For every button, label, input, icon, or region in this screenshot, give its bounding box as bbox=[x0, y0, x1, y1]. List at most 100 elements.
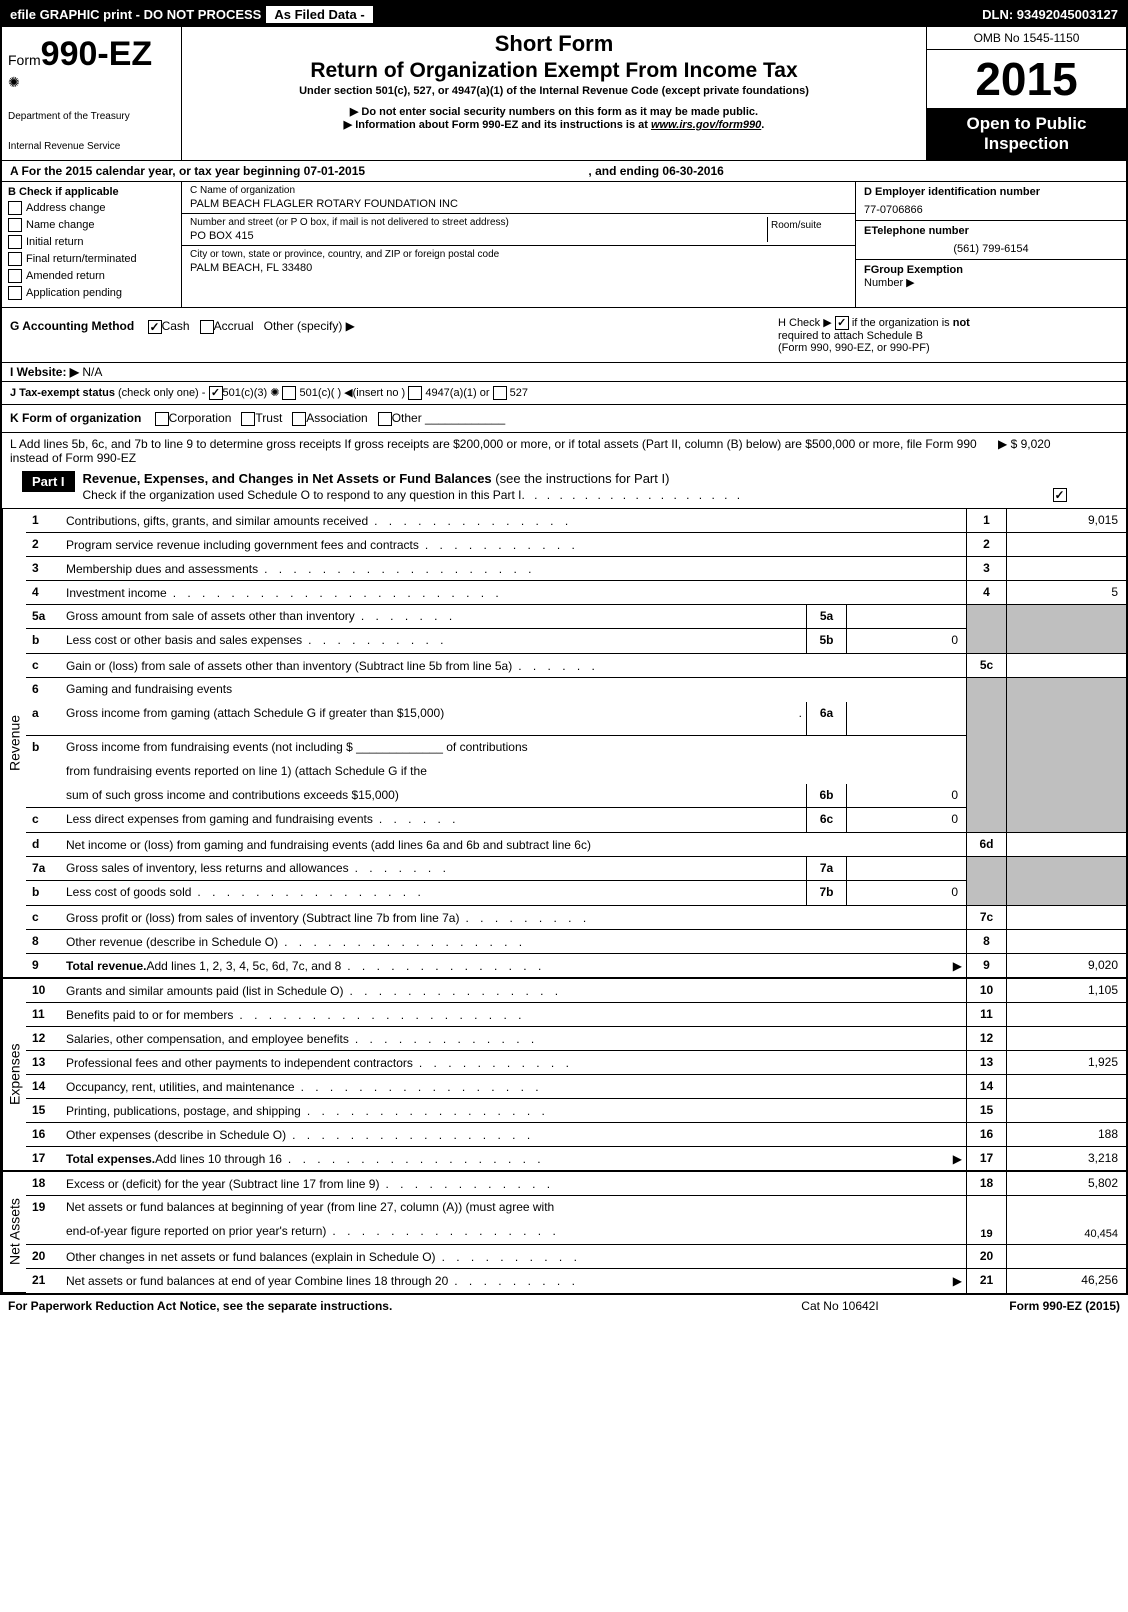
header-middle: Short Form Return of Organization Exempt… bbox=[182, 27, 926, 160]
info-link: ▶ Information about Form 990-EZ and its … bbox=[192, 118, 916, 131]
line-6: 6Gaming and fundraising events bbox=[26, 678, 966, 702]
line-l-text: L Add lines 5b, 6c, and 7b to line 9 to … bbox=[10, 437, 998, 465]
line-1: 1Contributions, gifts, grants, and simil… bbox=[26, 509, 1126, 533]
line-2: 2Program service revenue including gover… bbox=[26, 533, 1126, 557]
checkbox-other-icon[interactable] bbox=[378, 412, 392, 426]
info-url[interactable]: www.irs.gov/form990 bbox=[651, 119, 761, 131]
line-9: 9Total revenue. Add lines 1, 2, 3, 4, 5c… bbox=[26, 954, 1126, 978]
dln-number: DLN: 93492045003127 bbox=[982, 7, 1118, 22]
line-5-group: 5aGross amount from sale of assets other… bbox=[26, 605, 1126, 654]
opt-corporation: Corporation bbox=[169, 411, 232, 425]
line-8: 8Other revenue (describe in Schedule O).… bbox=[26, 930, 1126, 954]
phone-label: ETelephone number bbox=[864, 225, 1118, 237]
checkbox-icon bbox=[8, 201, 22, 215]
form-ref: Form 990-EZ (2015) bbox=[940, 1299, 1120, 1313]
org-name-label: C Name of organization bbox=[190, 185, 847, 196]
line-4: 4Investment income. . . . . . . . . . . … bbox=[26, 581, 1126, 605]
form-number: Form990-EZ bbox=[8, 35, 175, 74]
checkbox-4947-icon[interactable] bbox=[408, 386, 422, 400]
opt-other: Other bbox=[392, 411, 422, 425]
line-7a: 7aGross sales of inventory, less returns… bbox=[26, 857, 966, 881]
part-1-header: Part I Revenue, Expenses, and Changes in… bbox=[2, 469, 1126, 508]
short-form-title: Short Form bbox=[192, 31, 916, 57]
checkbox-corp-icon[interactable] bbox=[155, 412, 169, 426]
line-5b: bLess cost or other basis and sales expe… bbox=[26, 629, 966, 653]
line-7-group: 7aGross sales of inventory, less returns… bbox=[26, 857, 1126, 906]
as-filed-data: As Filed Data - bbox=[265, 5, 373, 24]
opt-4947: 4947(a)(1) or bbox=[425, 387, 489, 399]
checkbox-icon bbox=[8, 235, 22, 249]
opt-final-return[interactable]: Final return/terminated bbox=[8, 252, 175, 266]
line-6b-cont: from fundraising events reported on line… bbox=[26, 760, 966, 784]
opt-address-change[interactable]: Address change bbox=[8, 201, 175, 215]
opt-trust: Trust bbox=[255, 411, 282, 425]
open-to-public: Open to Public Inspection bbox=[927, 108, 1126, 160]
group-exemption-cell: FGroup Exemption Number ▶ bbox=[856, 260, 1126, 293]
line-17: 17Total expenses. Add lines 10 through 1… bbox=[26, 1147, 1126, 1171]
checkbox-icon bbox=[8, 218, 22, 232]
section-bcdef: B Check if applicable Address change Nam… bbox=[2, 182, 1126, 308]
checkbox-icon bbox=[8, 252, 22, 266]
expenses-section: Expenses 10Grants and similar amounts pa… bbox=[2, 978, 1126, 1171]
checkbox-501c3-icon[interactable] bbox=[209, 386, 223, 400]
opt-501c3: 501(c)(3) bbox=[223, 387, 268, 399]
checkbox-accrual-icon[interactable] bbox=[200, 320, 214, 334]
line-19-num: 19 bbox=[966, 1196, 1006, 1244]
line-l-amount: ▶ $ 9,020 bbox=[998, 437, 1118, 465]
checkbox-527-icon[interactable] bbox=[493, 386, 507, 400]
ein-label: D Employer identification number bbox=[864, 186, 1118, 198]
group-exemption-number: Number ▶ bbox=[864, 277, 915, 289]
line-6b: bGross income from fundraising events (n… bbox=[26, 736, 966, 760]
part-1-check: Check if the organization used Schedule … bbox=[75, 486, 1075, 506]
tax-year: 2015 bbox=[927, 50, 1126, 108]
opt-name-change[interactable]: Name change bbox=[8, 218, 175, 232]
opt-application-pending[interactable]: Application pending bbox=[8, 286, 175, 300]
phone-cell: ETelephone number (561) 799-6154 bbox=[856, 221, 1126, 260]
form-header: Form990-EZ ✺ Department of the Treasury … bbox=[2, 27, 1126, 161]
line-h-sched: required to attach Schedule B bbox=[778, 330, 923, 342]
checkbox-schedule-b-icon[interactable] bbox=[835, 316, 849, 330]
accounting-method-label: G Accounting Method bbox=[10, 319, 134, 333]
column-b: B Check if applicable Address change Nam… bbox=[2, 182, 182, 307]
opt-association: Association bbox=[306, 411, 367, 425]
col-b-header: B Check if applicable bbox=[8, 186, 175, 198]
checkbox-cash-icon[interactable] bbox=[148, 320, 162, 334]
city-label: City or town, state or province, country… bbox=[190, 249, 847, 260]
line-15: 15Printing, publications, postage, and s… bbox=[26, 1099, 1126, 1123]
line-12: 12Salaries, other compensation, and empl… bbox=[26, 1027, 1126, 1051]
info-prefix: ▶ Information about Form 990-EZ and its … bbox=[344, 119, 651, 131]
opt-amended-return[interactable]: Amended return bbox=[8, 269, 175, 283]
line-10: 10Grants and similar amounts paid (list … bbox=[26, 979, 1126, 1003]
column-d: D Employer identification number 77-0706… bbox=[856, 182, 1126, 307]
line-3: 3Membership dues and assessments. . . . … bbox=[26, 557, 1126, 581]
line-13: 13Professional fees and other payments t… bbox=[26, 1051, 1126, 1075]
address-value: PO BOX 415 bbox=[190, 230, 767, 242]
line-h-mid: if the organization is bbox=[852, 317, 953, 329]
line-h: H Check ▶ if the organization is not req… bbox=[778, 316, 1118, 354]
omb-number: OMB No 1545-1150 bbox=[927, 27, 1126, 50]
cash-label: Cash bbox=[162, 319, 190, 333]
checkbox-schedule-o-icon[interactable] bbox=[1053, 488, 1067, 502]
header-right: OMB No 1545-1150 2015 Open to Public Ins… bbox=[926, 27, 1126, 160]
efile-label: efile GRAPHIC print - DO NOT PROCESS bbox=[10, 7, 261, 22]
expenses-side-label: Expenses bbox=[2, 979, 26, 1171]
checkbox-trust-icon[interactable] bbox=[241, 412, 255, 426]
group-exemption-label: FGroup Exemption bbox=[864, 264, 963, 276]
opt-527: 527 bbox=[510, 387, 528, 399]
line-21: 21Net assets or fund balances at end of … bbox=[26, 1269, 1126, 1293]
line-20: 20Other changes in net assets or fund ba… bbox=[26, 1245, 1126, 1269]
form-prefix: Form bbox=[8, 52, 41, 68]
paperwork-notice: For Paperwork Reduction Act Notice, see … bbox=[8, 1299, 740, 1313]
line-g-h: G Accounting Method Cash Accrual Other (… bbox=[2, 308, 1126, 362]
line-a-end: , and ending 06-30-2016 bbox=[588, 164, 723, 178]
form-title: Return of Organization Exempt From Incom… bbox=[192, 59, 916, 83]
checkbox-501c-icon[interactable] bbox=[282, 386, 296, 400]
checkbox-assoc-icon[interactable] bbox=[292, 412, 306, 426]
checkbox-icon bbox=[8, 286, 22, 300]
cat-number: Cat No 10642I bbox=[740, 1299, 940, 1313]
line-k: K Form of organization Corporation Trust… bbox=[2, 405, 1126, 432]
line-h-prefix: H Check ▶ bbox=[778, 317, 832, 329]
city-value: PALM BEACH, FL 33480 bbox=[190, 262, 847, 274]
opt-initial-return[interactable]: Initial return bbox=[8, 235, 175, 249]
line-19a: 19Net assets or fund balances at beginni… bbox=[26, 1196, 966, 1220]
